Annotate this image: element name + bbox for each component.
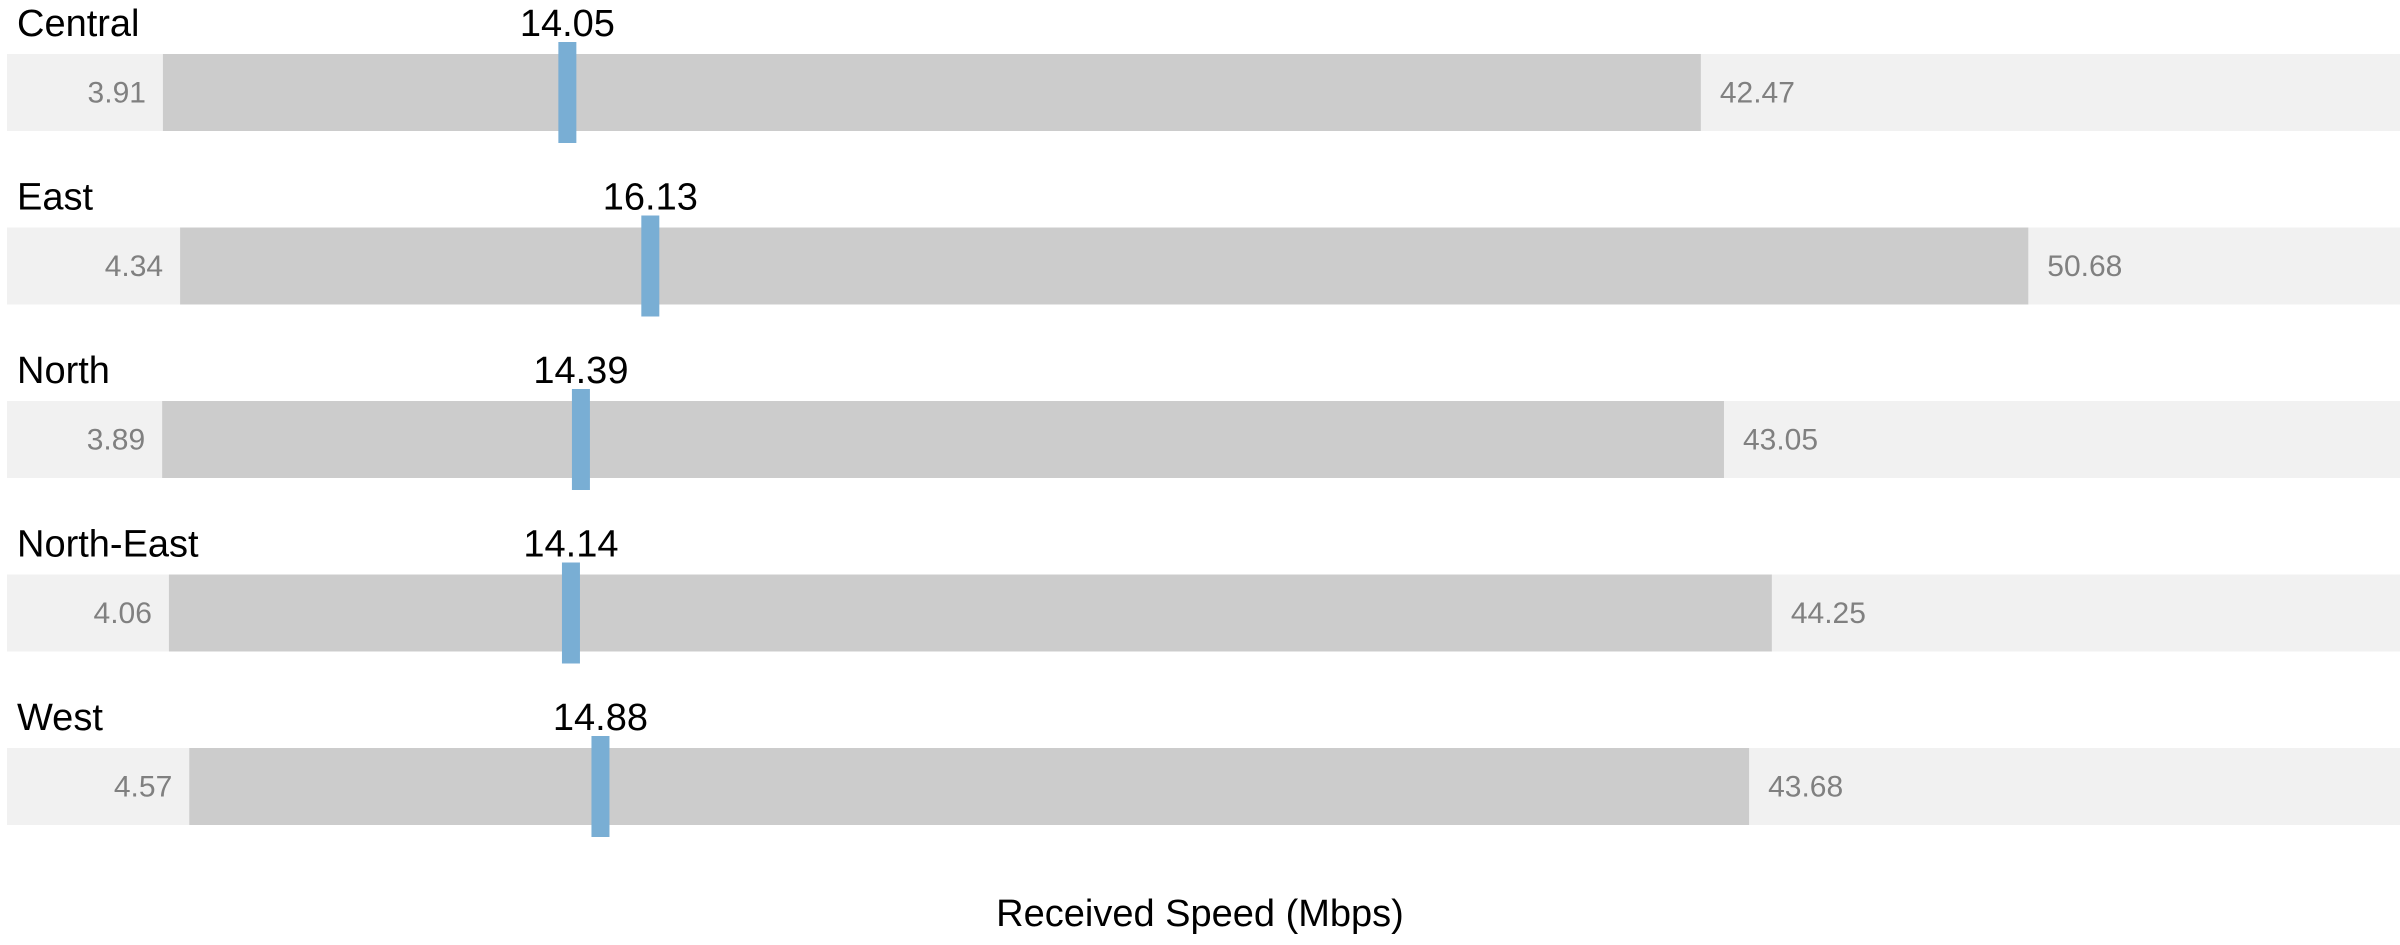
chart-row: North-East 14.14 4.06 44.25 [7, 524, 2400, 664]
range-bar [189, 748, 1750, 825]
median-marker [641, 215, 660, 317]
median-marker [558, 42, 577, 143]
min-value-label: 4.34 [105, 250, 163, 283]
median-value-label: 14.14 [523, 524, 618, 566]
category-label: Central [17, 3, 140, 45]
category-label: North-East [17, 524, 199, 566]
median-marker [591, 736, 610, 837]
chart-row: North 14.39 3.89 43.05 [7, 350, 2400, 490]
chart-row: Central 14.05 3.91 42.47 [7, 3, 2400, 143]
median-marker [561, 562, 580, 664]
max-value-label: 50.68 [2047, 250, 2122, 283]
median-value-label: 14.88 [553, 697, 648, 739]
max-value-label: 44.25 [1791, 597, 1866, 630]
chart-row: East 16.13 4.34 50.68 [7, 177, 2400, 317]
max-value-label: 42.47 [1720, 77, 1795, 110]
max-value-label: 43.05 [1743, 424, 1818, 457]
category-label: West [17, 697, 103, 739]
category-label: East [17, 177, 93, 219]
range-bar [162, 54, 1701, 131]
median-value-label: 16.13 [603, 177, 698, 219]
min-value-label: 4.57 [114, 771, 172, 804]
min-value-label: 4.06 [94, 597, 152, 630]
min-value-label: 3.91 [88, 77, 146, 110]
range-bar [162, 401, 1724, 478]
median-value-label: 14.39 [533, 350, 628, 392]
category-label: North [17, 350, 110, 392]
median-marker [571, 389, 590, 490]
median-value-label: 14.05 [520, 3, 615, 45]
x-axis-title: Received Speed (Mbps) [996, 893, 1404, 935]
min-value-label: 3.89 [87, 424, 145, 457]
max-value-label: 43.68 [1768, 771, 1843, 804]
range-bar [180, 227, 2029, 305]
range-bar [168, 574, 1772, 652]
chart-rows: Central 14.05 3.91 42.47 East 16.13 4.34 50.68 N… [7, 3, 2400, 837]
chart-row: West 14.88 4.57 43.68 [7, 697, 2400, 837]
